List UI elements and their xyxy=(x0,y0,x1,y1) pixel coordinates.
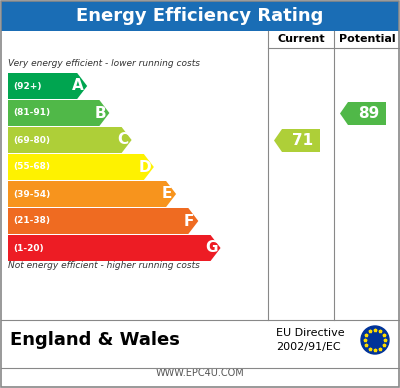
Text: F: F xyxy=(184,213,194,229)
Text: 2002/91/EC: 2002/91/EC xyxy=(276,342,341,352)
Text: B: B xyxy=(94,106,106,121)
Circle shape xyxy=(361,326,389,354)
Text: (39-54): (39-54) xyxy=(13,189,50,199)
Polygon shape xyxy=(8,208,198,234)
Polygon shape xyxy=(8,154,154,180)
Text: (69-80): (69-80) xyxy=(13,135,50,144)
Text: WWW.EPC4U.COM: WWW.EPC4U.COM xyxy=(156,368,244,378)
Text: A: A xyxy=(72,78,84,94)
Text: Current: Current xyxy=(277,35,325,45)
Text: Potential: Potential xyxy=(339,35,395,45)
Text: D: D xyxy=(138,159,151,175)
Text: England & Wales: England & Wales xyxy=(10,331,180,349)
Text: E: E xyxy=(162,187,172,201)
Polygon shape xyxy=(340,102,386,125)
Polygon shape xyxy=(8,73,87,99)
Text: EU Directive: EU Directive xyxy=(276,328,345,338)
Polygon shape xyxy=(8,100,109,126)
Text: Not energy efficient - higher running costs: Not energy efficient - higher running co… xyxy=(8,260,200,270)
Text: (55-68): (55-68) xyxy=(13,163,50,171)
Text: Energy Efficiency Rating: Energy Efficiency Rating xyxy=(76,7,324,25)
Bar xyxy=(1,1,399,31)
Polygon shape xyxy=(8,235,220,261)
Text: (81-91): (81-91) xyxy=(13,109,50,118)
Text: (21-38): (21-38) xyxy=(13,217,50,225)
Text: C: C xyxy=(117,132,128,147)
Text: 89: 89 xyxy=(358,106,380,121)
Text: G: G xyxy=(205,241,218,256)
Text: Very energy efficient - lower running costs: Very energy efficient - lower running co… xyxy=(8,59,200,68)
Text: 71: 71 xyxy=(292,133,314,148)
Polygon shape xyxy=(8,181,176,207)
Polygon shape xyxy=(274,129,320,152)
Text: (1-20): (1-20) xyxy=(13,244,44,253)
Text: (92+): (92+) xyxy=(13,81,42,90)
Polygon shape xyxy=(8,127,132,153)
